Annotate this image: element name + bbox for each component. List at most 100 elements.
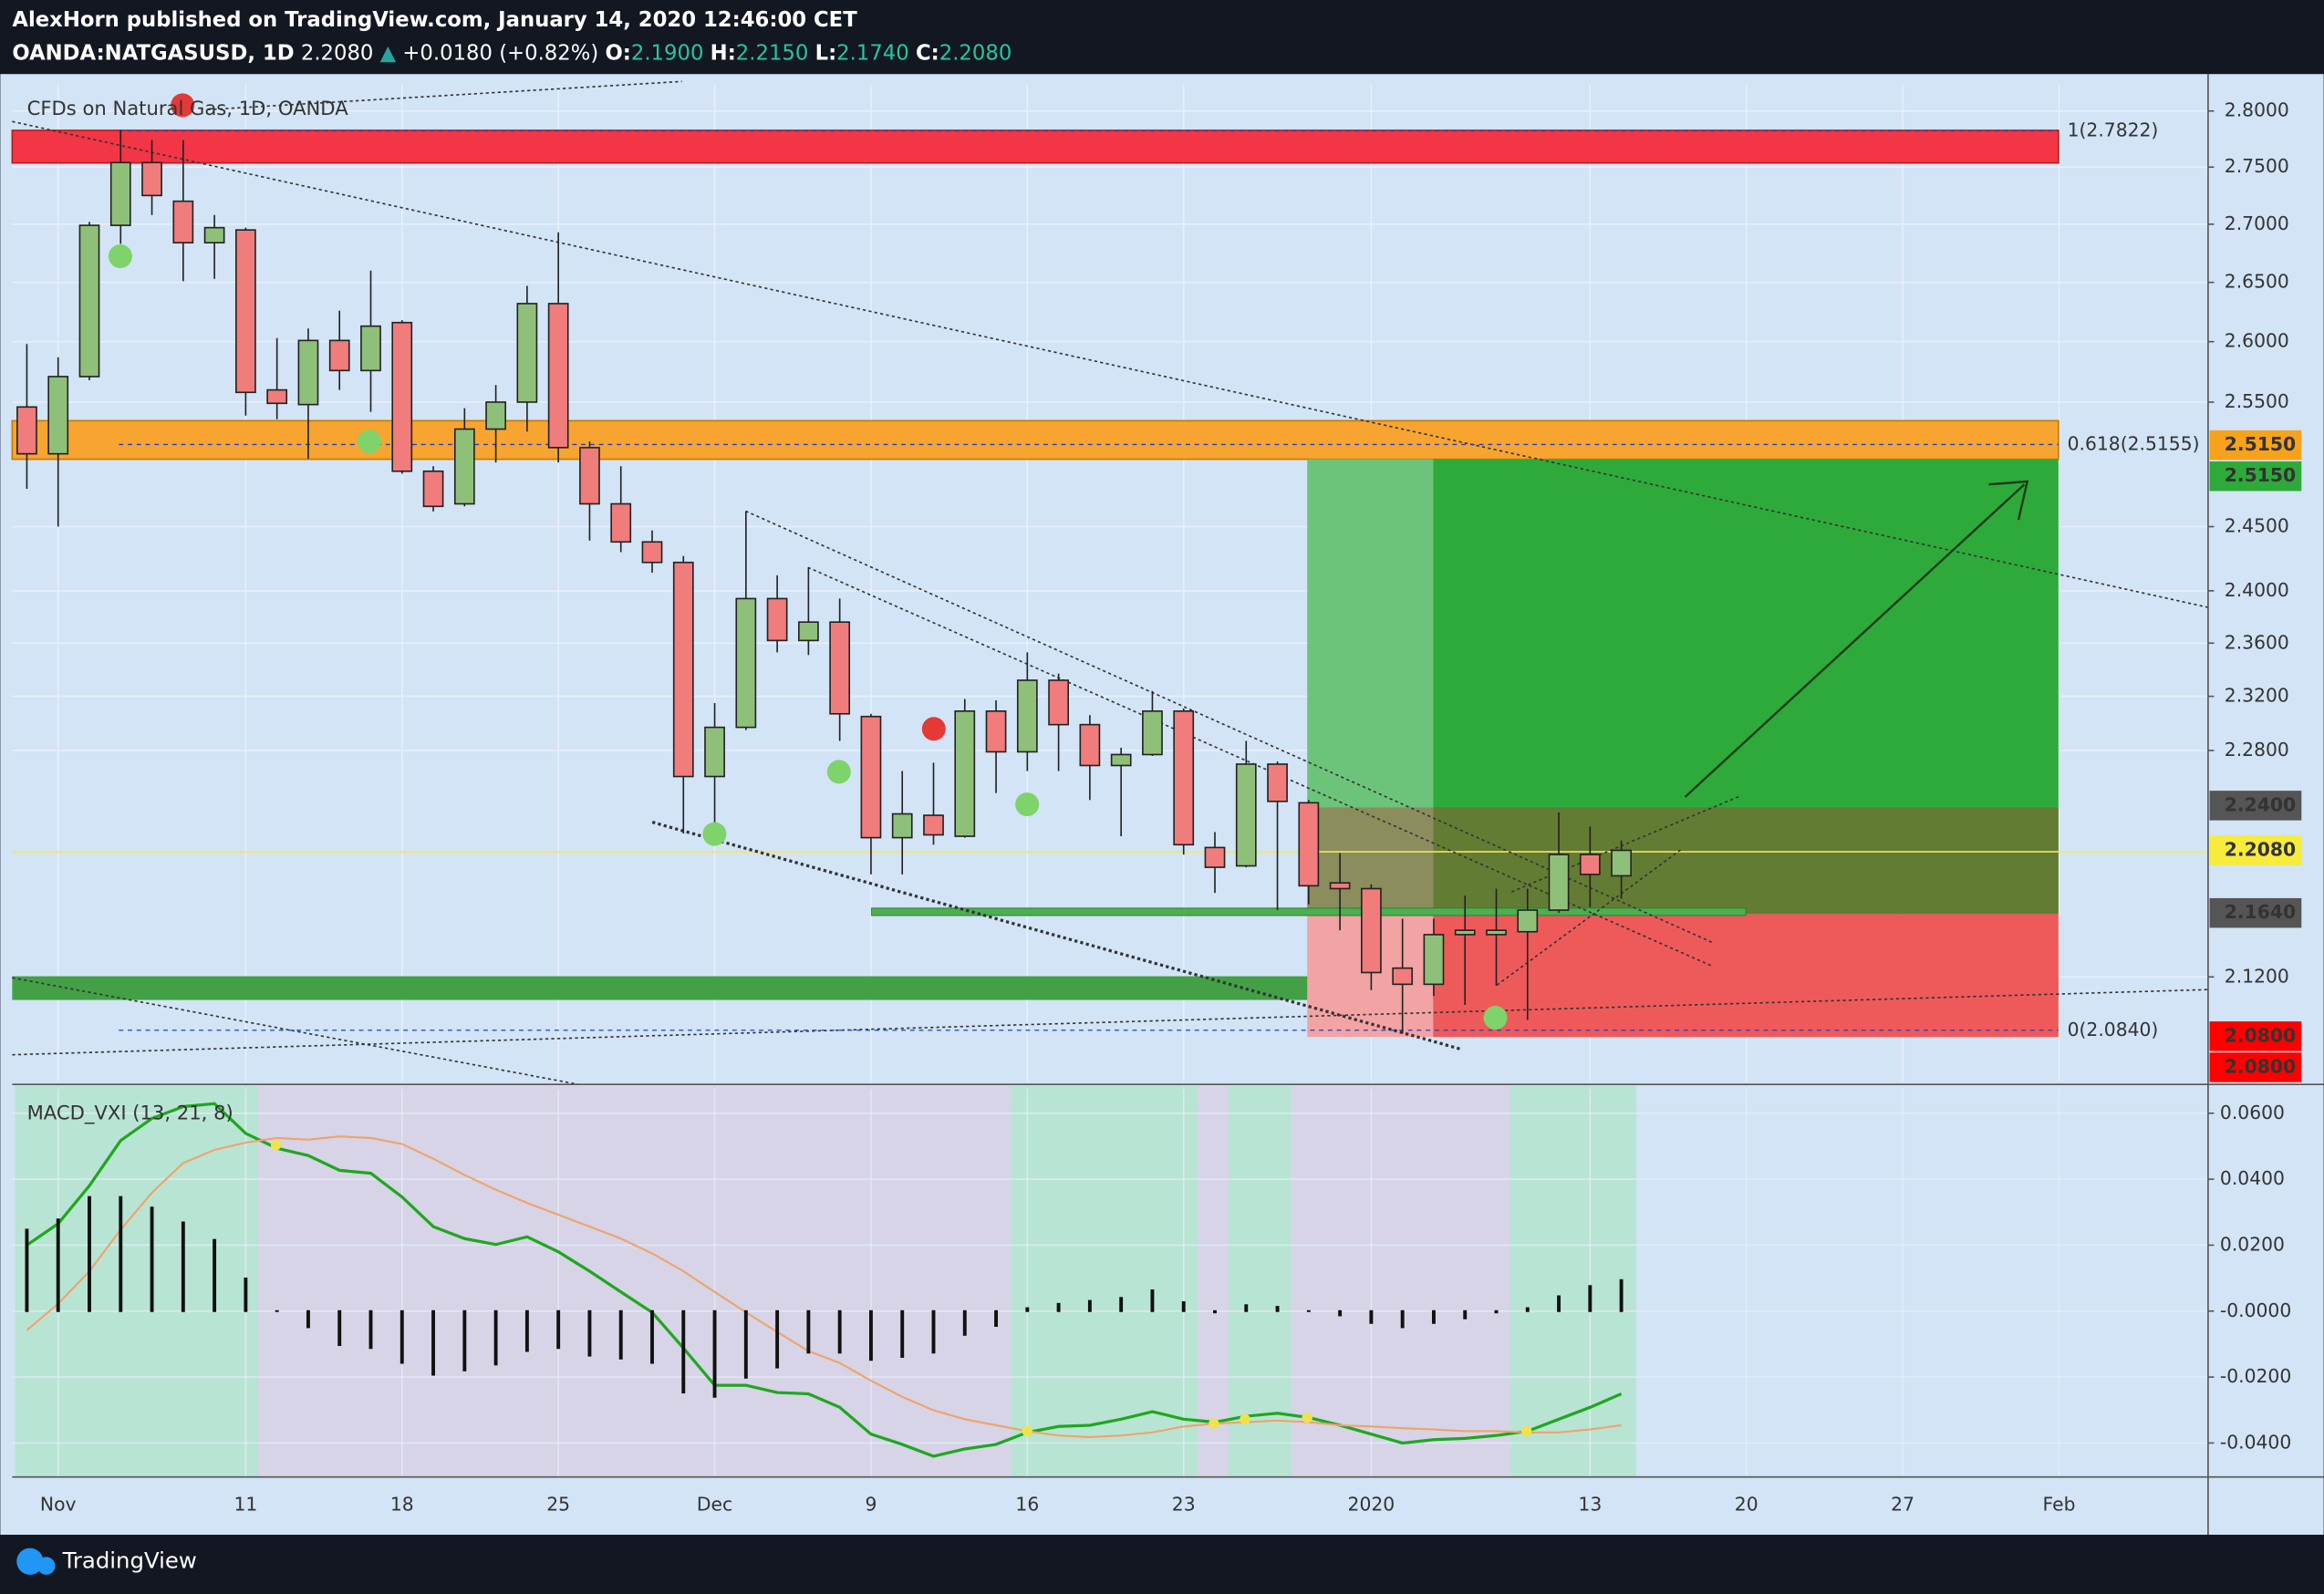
y-tick-label: 2.8000	[2225, 99, 2289, 121]
candle-body	[1361, 887, 1382, 974]
price-label-box	[2209, 1021, 2302, 1051]
candle-body	[829, 621, 851, 715]
histogram-bar	[56, 1218, 60, 1312]
candle-body	[766, 597, 788, 642]
histogram-bar	[1244, 1304, 1249, 1312]
histogram-bar	[1463, 1309, 1468, 1320]
fib-zone	[11, 419, 2059, 461]
candle-body	[1392, 967, 1414, 986]
y-tick-label: 2.1200	[2225, 965, 2289, 987]
ohlc-value: 2.2080	[939, 41, 1012, 65]
ohlc-label: L:	[815, 41, 837, 65]
cross-dot	[1302, 1412, 1312, 1423]
histogram-bar	[25, 1228, 29, 1312]
candle-body	[610, 502, 632, 543]
axes: 2.8000 2.7500 2.7000 2.6500 2.6000 2.5500 2.45…	[40, 99, 2302, 1516]
price-label: 2.2080	[2225, 838, 2296, 860]
buy-signal	[1015, 792, 1040, 817]
histogram-bar	[1181, 1301, 1186, 1312]
symbol-line: OANDA:NATGASUSD, 1D 2.2080 ▲ +0.0180 (+0…	[12, 41, 1012, 65]
price-label-box	[2209, 835, 2302, 865]
projection-arrow	[1684, 483, 2026, 798]
buy-signal	[1483, 1006, 1508, 1030]
fib-label: 1(2.7822)	[2068, 119, 2159, 140]
histogram-bar	[1338, 1309, 1343, 1317]
x-tick-label: Nov	[40, 1494, 77, 1516]
candle-body	[579, 447, 600, 505]
y-tick-label: 2.3200	[2225, 685, 2289, 707]
brand-logo	[16, 1547, 56, 1575]
bull-zone	[1510, 1085, 1636, 1477]
candle-body	[47, 376, 69, 455]
histogram-bar	[743, 1309, 748, 1379]
candle-body	[1423, 934, 1445, 986]
ohlc-value: 2.2150	[736, 41, 809, 65]
candle-body	[360, 325, 381, 372]
histogram-bar	[1494, 1309, 1499, 1314]
histogram-bar	[1275, 1306, 1280, 1312]
x-tick-label: 27	[1891, 1494, 1914, 1516]
sell-signal	[171, 93, 195, 118]
signals	[108, 93, 1508, 1030]
candle-body	[297, 339, 319, 406]
y-tick-label: -0.0200	[2220, 1365, 2291, 1387]
y-tick-label: 2.6000	[2225, 330, 2289, 352]
candle-body	[704, 726, 725, 778]
cross-dot	[270, 1140, 282, 1151]
indicator-title: MACD_VXI (13, 21, 8)	[27, 1102, 233, 1125]
cross-dot	[1022, 1425, 1032, 1436]
price-label: 2.5150	[2225, 464, 2296, 486]
candle-body	[1486, 929, 1507, 936]
histogram-bar	[868, 1309, 873, 1361]
indicator-line	[26, 1135, 1622, 1439]
histogram-bar	[837, 1309, 842, 1354]
histogram-bar	[1525, 1307, 1530, 1312]
y-tick-label: 2.6500	[2225, 271, 2289, 293]
price-label-box	[2209, 461, 2302, 492]
bear-zone	[258, 1085, 1012, 1477]
price-label: 2.0800	[2225, 1055, 2296, 1077]
candles	[16, 129, 1632, 1034]
chart-title: CFDs on Natural Gas, 1D, OANDA	[27, 97, 349, 119]
candle-body	[1579, 854, 1601, 875]
support-line	[871, 907, 1747, 916]
x-tick-label: 25	[546, 1494, 570, 1516]
histogram-bar	[1400, 1309, 1405, 1329]
candle-body	[1110, 753, 1132, 767]
candle-body	[109, 161, 131, 226]
sell-signal	[921, 717, 946, 741]
candle-body	[328, 339, 350, 372]
candle-body	[1235, 763, 1257, 867]
histogram-bar	[150, 1206, 154, 1312]
buy-signal	[108, 244, 132, 269]
candle-body	[954, 710, 976, 837]
candle-body	[1048, 679, 1069, 726]
histogram-bar	[1087, 1299, 1092, 1312]
ohlc-label: H:	[711, 41, 736, 65]
macd	[25, 1102, 1624, 1458]
candle-body	[1016, 679, 1038, 753]
candle-body	[203, 226, 225, 243]
trendline	[12, 988, 2208, 1056]
resistance-zone	[11, 129, 2059, 164]
candle-body	[547, 303, 569, 449]
target-area-light	[1307, 459, 1434, 915]
fib-label: 0.618(2.5155)	[2068, 432, 2200, 454]
histogram-bar	[119, 1196, 123, 1312]
drawings	[11, 80, 2209, 1085]
price-label: 2.1640	[2225, 901, 2296, 923]
candle-body	[235, 229, 256, 394]
candle-body	[422, 470, 444, 508]
indicator-line	[26, 1102, 1623, 1458]
histogram-bar	[431, 1309, 436, 1376]
histogram-bar	[1119, 1297, 1124, 1312]
last-price: 2.2080	[301, 41, 374, 65]
histogram-bar	[1431, 1309, 1436, 1324]
cross-dot	[1240, 1413, 1250, 1424]
bull-zone	[15, 1085, 259, 1477]
histogram-bar	[1588, 1285, 1593, 1312]
histogram-bar	[1557, 1295, 1561, 1312]
candle-body	[1079, 723, 1101, 767]
change: +0.0180 (+0.82%)	[402, 41, 598, 65]
